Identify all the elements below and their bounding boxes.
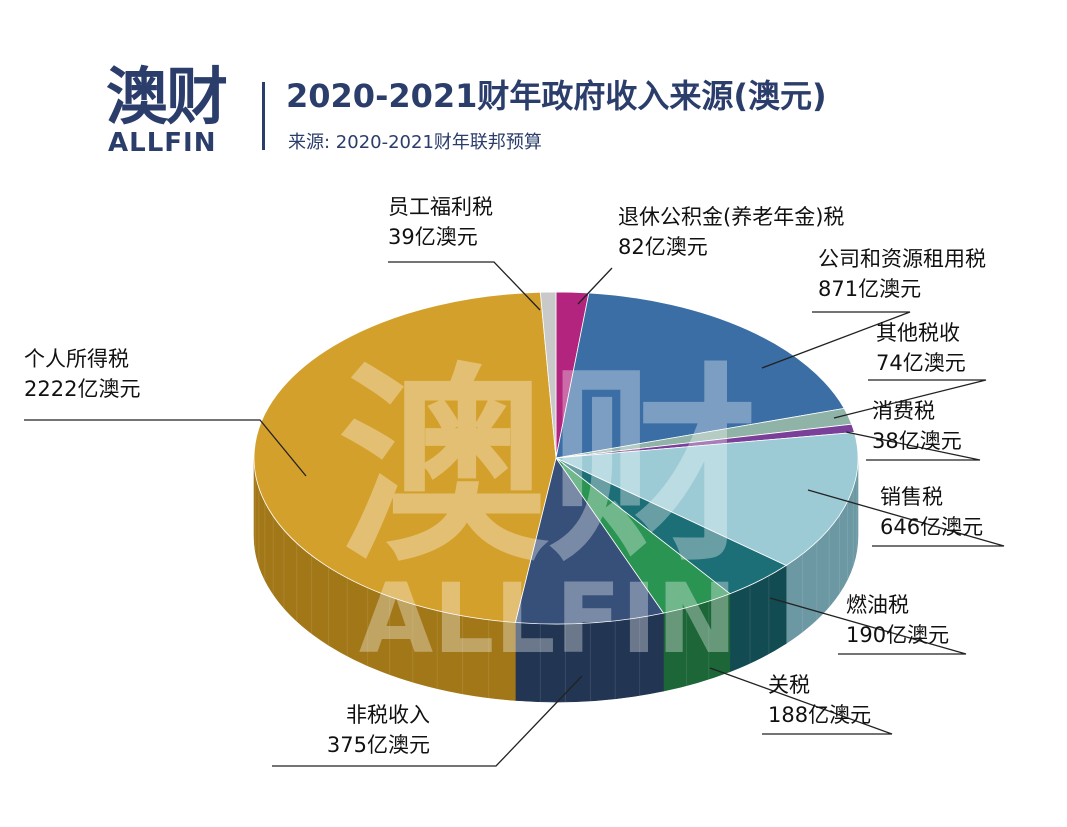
slice-value-7: 375亿澳元 [327,733,430,757]
leader-line-4 [807,489,1005,547]
slice-name-2: 其他税收 [876,321,960,345]
slice-name-9: 员工福利税 [388,195,493,219]
slice-name-8: 个人所得税 [24,347,129,371]
leader-line-8 [24,419,307,477]
leader-line-7 [272,675,583,767]
slice-value-8: 2222亿澳元 [24,377,140,401]
slice-name-0: 退休公积金(养老年金)税 [618,205,844,229]
logo-text: 澳财 [106,60,228,133]
leader-lines [24,261,1005,767]
pie-slice-9 [539,291,557,459]
slice-value-1: 871亿澳元 [818,277,921,301]
pie-slice-4 [554,432,859,566]
watermark-cn: 澳财 [338,345,758,590]
leader-line-3 [845,431,981,461]
logo-subtext: ALLFIN [108,128,217,158]
header-divider [262,82,265,150]
chart-title: 2020-2021财年政府收入来源(澳元) [286,77,827,115]
slice-value-6: 188亿澳元 [768,703,871,727]
slice-name-3: 消费税 [872,399,935,423]
slice-value-9: 39亿澳元 [388,225,478,249]
leader-line-2 [833,379,987,419]
slice-name-4: 销售税 [880,485,943,509]
header: 澳财 ALLFIN 2020-2021财年政府收入来源(澳元) 来源: 2020… [0,0,1067,170]
slice-value-3: 38亿澳元 [872,429,962,453]
pie-slice-1 [555,292,845,459]
slice-value-4: 646亿澳元 [880,515,983,539]
slice-value-5: 190亿澳元 [846,623,949,647]
watermark: 澳财 ALLFIN [338,345,758,675]
leader-line-0 [577,267,613,305]
leader-line-6 [709,667,893,735]
pie-slice-8 [253,291,557,623]
slice-name-7: 非税收入 [346,703,430,727]
chart-source: 来源: 2020-2021财年联邦预算 [288,132,542,153]
slice-name-1: 公司和资源租用税 [818,247,986,271]
slice-value-0: 82亿澳元 [618,235,708,259]
slice-name-6: 关税 [768,673,810,697]
leader-line-5 [769,597,967,655]
pie-depth [253,457,859,703]
slice-name-5: 燃油税 [846,593,909,617]
slice-value-2: 74亿澳元 [876,351,966,375]
pie-slices [253,291,859,625]
slice-labels: 退休公积金(养老年金)税 82亿澳元公司和资源租用税 871亿澳元其他税收 74亿澳元… [24,195,986,757]
leader-line-9 [388,261,541,311]
pie-slice-7 [514,457,665,625]
leader-line-1 [761,311,911,369]
watermark-en: ALLFIN [359,563,737,675]
